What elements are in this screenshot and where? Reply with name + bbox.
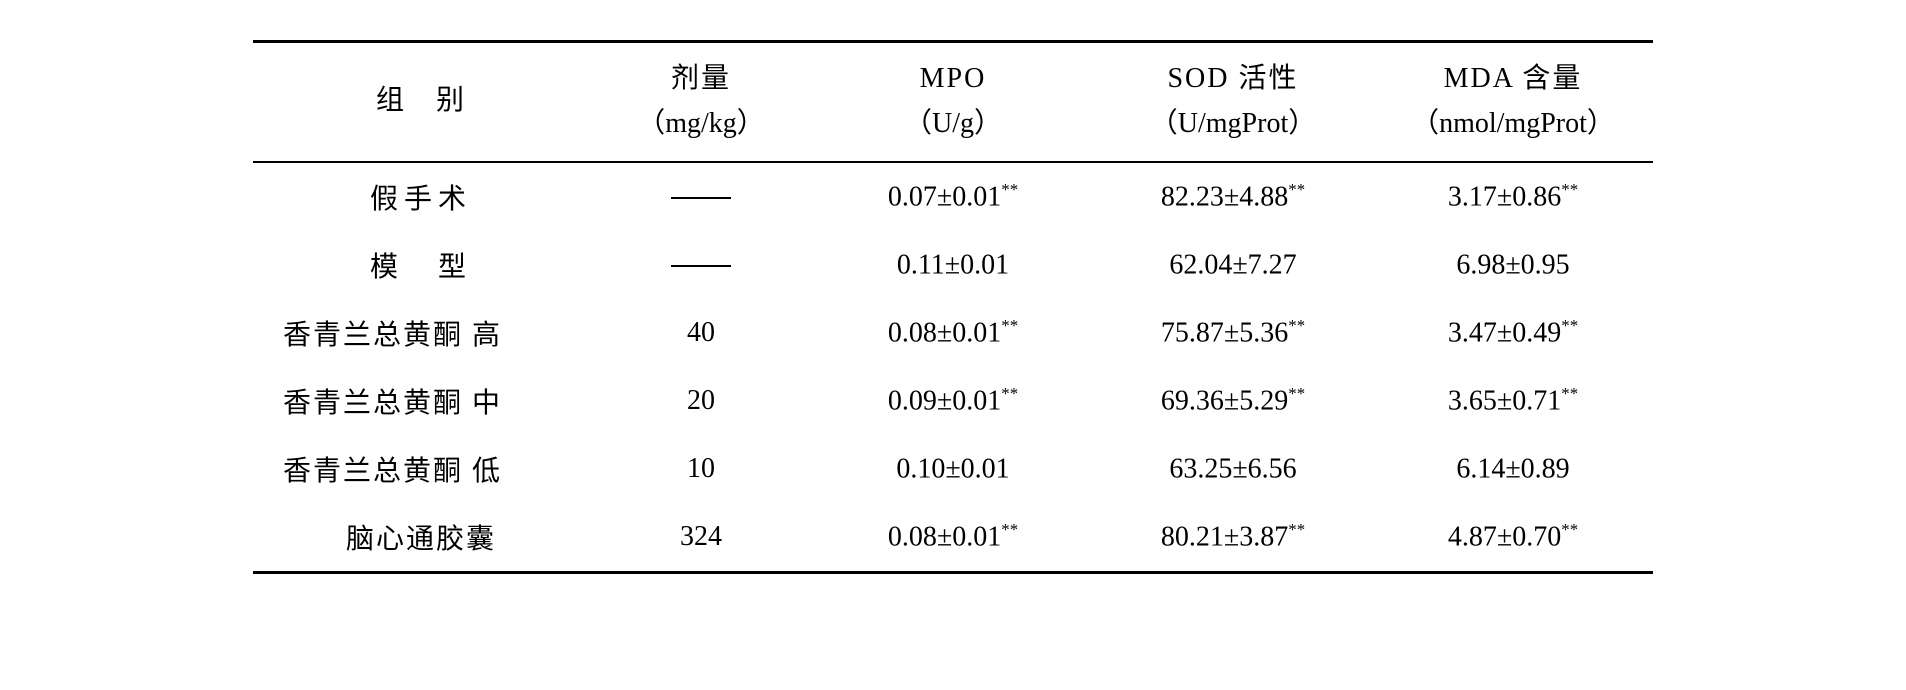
header-main: 剂量 [597, 57, 805, 102]
value: 63.25±6.56 [1169, 453, 1296, 484]
value: 4.87±0.70 [1448, 521, 1561, 552]
cell-mpo: 0.08±0.01** [813, 503, 1093, 573]
header-unit: （U/mgProt） [1101, 102, 1365, 147]
table-header-row: 组 别 剂量 （mg/kg） MPO （U/g） SOD 活性 （U/mgPro… [253, 42, 1653, 162]
cell-mpo: 0.08±0.01** [813, 299, 1093, 367]
significance-marker: ** [1001, 384, 1018, 403]
table-row: 脑心通胶囊 324 0.08±0.01** 80.21±3.87** 4.87±… [253, 503, 1653, 573]
value: 82.23±4.88 [1161, 181, 1288, 212]
cell-mpo: 0.11±0.01 [813, 231, 1093, 299]
value: 6.14±0.89 [1456, 453, 1569, 484]
cell-mpo: 0.09±0.01** [813, 367, 1093, 435]
significance-marker: ** [1001, 316, 1018, 335]
cell-group: 假手术 [253, 162, 589, 231]
col-header-mda: MDA 含量 （nmol/mgProt） [1373, 42, 1653, 162]
cell-group: 脑心通胶囊 [253, 503, 589, 573]
cell-mda: 4.87±0.70** [1373, 503, 1653, 573]
header-main: MPO [821, 57, 1085, 102]
col-header-sod: SOD 活性 （U/mgProt） [1093, 42, 1373, 162]
dash-icon [671, 265, 731, 267]
col-header-dose: 剂量 （mg/kg） [589, 42, 813, 162]
value: 75.87±5.36 [1161, 317, 1288, 348]
cell-dose [589, 162, 813, 231]
value: 脑心通胶囊 [346, 524, 496, 555]
cell-mpo: 0.10±0.01 [813, 435, 1093, 503]
cell-mda: 6.98±0.95 [1373, 231, 1653, 299]
significance-marker: ** [1561, 520, 1578, 539]
significance-marker: ** [1288, 520, 1305, 539]
significance-marker: ** [1288, 316, 1305, 335]
significance-marker: ** [1001, 180, 1018, 199]
cell-dose: 324 [589, 503, 813, 573]
cell-sod: 82.23±4.88** [1093, 162, 1373, 231]
cell-dose: 40 [589, 299, 813, 367]
header-main: MDA 含量 [1381, 57, 1645, 102]
col-header-mpo: MPO （U/g） [813, 42, 1093, 162]
table-body: 假手术 0.07±0.01** 82.23±4.88** 3.17±0.86**… [253, 162, 1653, 573]
significance-marker: ** [1561, 384, 1578, 403]
value: 0.11±0.01 [897, 249, 1009, 280]
value: 80.21±3.87 [1161, 521, 1288, 552]
cell-group: 香青兰总黄酮 中 [253, 367, 589, 435]
value: 0.08±0.01 [888, 521, 1001, 552]
value: 3.17±0.86 [1448, 181, 1561, 212]
cell-dose: 20 [589, 367, 813, 435]
col-header-group: 组 别 [253, 42, 589, 162]
experiment-results-table: 组 别 剂量 （mg/kg） MPO （U/g） SOD 活性 （U/mgPro… [253, 40, 1653, 574]
cell-mda: 3.47±0.49** [1373, 299, 1653, 367]
value: 62.04±7.27 [1169, 249, 1296, 280]
cell-dose [589, 231, 813, 299]
cell-group: 模 型 [253, 231, 589, 299]
significance-marker: ** [1288, 180, 1305, 199]
cell-sod: 75.87±5.36** [1093, 299, 1373, 367]
cell-dose: 10 [589, 435, 813, 503]
cell-sod: 63.25±6.56 [1093, 435, 1373, 503]
significance-marker: ** [1561, 180, 1578, 199]
header-main: SOD 活性 [1101, 57, 1365, 102]
value: 0.08±0.01 [888, 317, 1001, 348]
table-row: 假手术 0.07±0.01** 82.23±4.88** 3.17±0.86** [253, 162, 1653, 231]
cell-mda: 3.17±0.86** [1373, 162, 1653, 231]
value: 0.07±0.01 [888, 181, 1001, 212]
value: 3.65±0.71 [1448, 385, 1561, 416]
cell-sod: 69.36±5.29** [1093, 367, 1373, 435]
dash-icon [671, 197, 731, 199]
value: 0.09±0.01 [888, 385, 1001, 416]
significance-marker: ** [1001, 520, 1018, 539]
value: 69.36±5.29 [1161, 385, 1288, 416]
data-table-container: 组 别 剂量 （mg/kg） MPO （U/g） SOD 活性 （U/mgPro… [253, 40, 1653, 574]
header-unit: （U/g） [821, 102, 1085, 147]
value: 3.47±0.49 [1448, 317, 1561, 348]
table-row: 香青兰总黄酮 中 20 0.09±0.01** 69.36±5.29** 3.6… [253, 367, 1653, 435]
value: 6.98±0.95 [1456, 249, 1569, 280]
table-row: 香青兰总黄酮 高 40 0.08±0.01** 75.87±5.36** 3.4… [253, 299, 1653, 367]
significance-marker: ** [1561, 316, 1578, 335]
header-unit: （mg/kg） [597, 102, 805, 147]
cell-mda: 3.65±0.71** [1373, 367, 1653, 435]
cell-group: 香青兰总黄酮 高 [253, 299, 589, 367]
cell-sod: 80.21±3.87** [1093, 503, 1373, 573]
value: 0.10±0.01 [896, 453, 1009, 484]
cell-mda: 6.14±0.89 [1373, 435, 1653, 503]
cell-group: 香青兰总黄酮 低 [253, 435, 589, 503]
header-main: 组 别 [261, 79, 581, 124]
cell-sod: 62.04±7.27 [1093, 231, 1373, 299]
table-row: 香青兰总黄酮 低 10 0.10±0.01 63.25±6.56 6.14±0.… [253, 435, 1653, 503]
significance-marker: ** [1288, 384, 1305, 403]
header-unit: （nmol/mgProt） [1381, 102, 1645, 147]
cell-mpo: 0.07±0.01** [813, 162, 1093, 231]
table-row: 模 型 0.11±0.01 62.04±7.27 6.98±0.95 [253, 231, 1653, 299]
